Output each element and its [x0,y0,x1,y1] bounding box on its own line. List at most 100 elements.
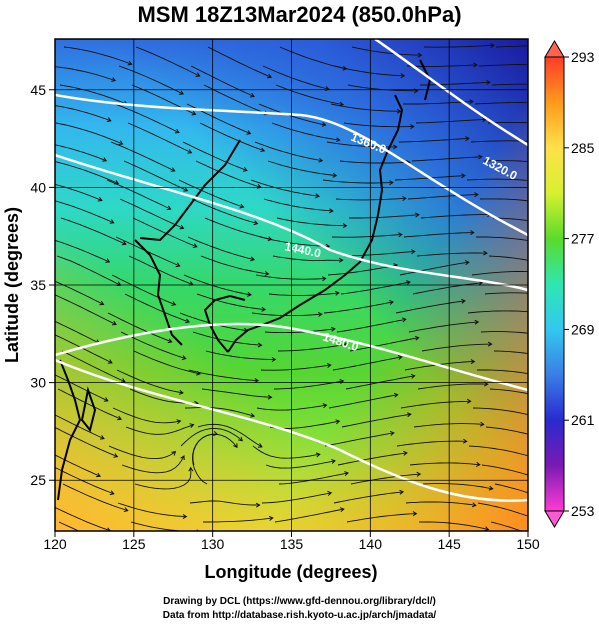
streamline-arrow [417,52,423,58]
x-tick-label: 130 [201,536,225,552]
streamline [196,293,266,311]
streamline [55,294,117,325]
streamline-arrow [396,108,402,114]
streamline [400,400,471,409]
streamline [491,83,528,86]
streamline [472,407,528,415]
streamline [55,414,105,440]
streamline [327,264,398,276]
contour-1440 [55,153,528,292]
streamline-arrow [179,224,185,230]
colorbar-tick-label: 253 [571,503,595,519]
colorbar-tick-label: 285 [571,140,595,156]
streamline-arrow [109,219,115,224]
streamline [55,200,114,224]
streamline [495,45,528,48]
streamline-arrow [170,167,176,172]
streamline [470,140,528,143]
streamline-arrow [478,154,483,160]
streamline [127,122,192,154]
streamline-arrow [475,461,481,467]
streamline [251,312,322,317]
coastlines [57,59,432,501]
streamline-arrow [250,412,256,418]
streamline [263,198,333,212]
colorbar-tick-label: 293 [571,49,595,65]
streamline-arrow [99,300,105,306]
coastline-kyushu [203,294,246,353]
streamline-arrow [103,397,109,402]
colorbar-tick-label: 269 [571,321,595,337]
streamline [476,236,528,242]
streamline-arrow [406,412,412,418]
credit-drawing: Drawing by DCL (https://www.gfd-dennou.o… [163,596,436,607]
streamline-arrow [335,419,341,425]
coastline-japan [227,94,404,353]
streamline-arrow [96,472,101,478]
y-tick-label: 45 [30,82,46,98]
streamline [178,179,244,208]
streamline [106,179,171,210]
streamline-arrow [242,166,248,172]
credit-data: Data from http://database.rish.kyoto-u.a… [162,610,437,621]
streamline-arrow [181,355,187,361]
streamline-arrow [482,117,487,123]
streamline-arrow [416,471,422,477]
streamline [412,282,483,295]
x-axis-title: Longitude (degrees) [204,562,377,582]
height-contours [55,39,528,502]
streamline [252,445,320,459]
streamline [201,388,272,398]
streamline-arrow [541,520,545,524]
credits: Drawing by DCL (https://www.gfd-dennou.o… [0,595,599,623]
streamline [112,407,181,424]
streamline [489,388,528,395]
colorbar-gradient-bar [544,56,565,512]
streamline-arrow [342,223,348,229]
streamline-arrow [233,443,238,449]
streamline [192,331,262,346]
streamline [480,331,528,334]
streamline-arrow [107,359,113,364]
streamline [466,178,528,181]
streamline-arrow [315,193,320,199]
streamline [323,301,394,314]
streamline [125,424,194,435]
streamline-arrow [487,341,493,347]
streamline [335,197,406,201]
streamline-arrow [267,73,273,79]
streamline [471,271,528,276]
streamline-arrow [402,195,407,202]
streamline-arrow [461,173,466,179]
streamline-arrow [180,455,185,461]
streamline [55,66,116,82]
contour-1320 [374,39,528,147]
contour-1520 [55,358,528,502]
colorbar-tick-label: 261 [571,412,595,428]
streamline [411,156,482,162]
streamline [408,321,479,333]
streamline [421,343,492,352]
streamline [476,369,528,375]
streamline-arrow [410,249,416,255]
streamline-arrow [179,90,184,95]
x-tick-label: 125 [122,536,146,552]
streamline-arrow [183,187,189,192]
streamline-arrow [166,205,172,211]
streamline [420,81,490,86]
streamline [493,350,528,355]
streamline [116,369,183,394]
streamline-arrow [389,430,395,436]
streamline [484,292,528,295]
streamline [55,320,100,344]
streamline [272,255,343,262]
streamline-arrow [400,73,406,79]
streamline-arrow [111,77,117,82]
streamline [494,483,528,494]
streamline-arrow [271,356,277,363]
streamline [111,274,176,306]
chart-title: MSM 18Z13Mar2024 (850.0hPa) [137,2,462,27]
streamline [197,423,263,448]
streamline [55,506,111,531]
